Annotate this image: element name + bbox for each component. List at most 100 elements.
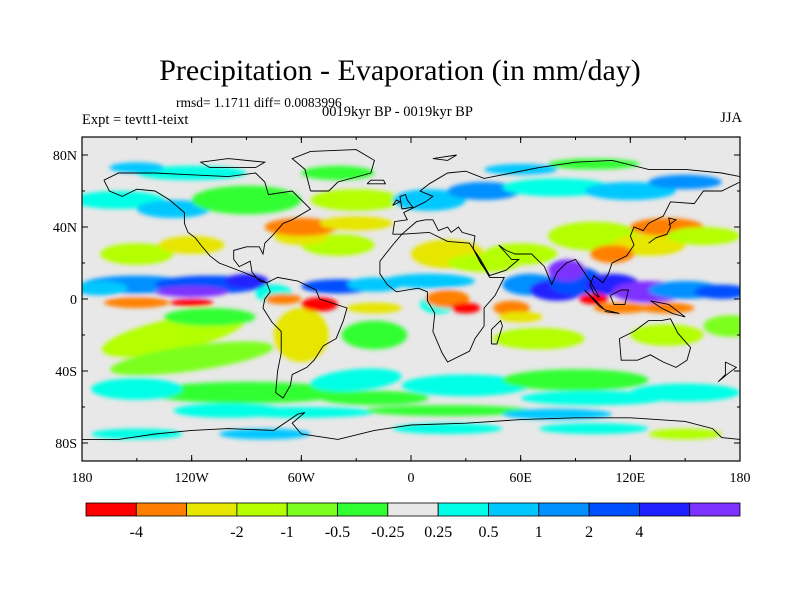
colorbar-box bbox=[437, 502, 489, 517]
field-region bbox=[493, 300, 530, 316]
field-region bbox=[310, 368, 402, 392]
field-region bbox=[155, 286, 229, 298]
colorbar-label: -2 bbox=[230, 524, 243, 541]
field-region bbox=[264, 293, 302, 305]
lon-tick-label: 120W bbox=[175, 471, 210, 486]
field-region bbox=[447, 182, 521, 200]
field-region bbox=[109, 162, 165, 174]
colorbar-box bbox=[85, 502, 137, 517]
field-region bbox=[365, 405, 530, 416]
coastline bbox=[650, 300, 686, 318]
colorbar-box bbox=[236, 502, 288, 517]
colorbar: -4 -2 -1 -0.5 -0.25 0.25 0.5 1 2 4 bbox=[85, 502, 741, 541]
field-region bbox=[169, 299, 214, 307]
field-region bbox=[273, 308, 329, 362]
field-region bbox=[539, 423, 649, 434]
field-region bbox=[319, 390, 430, 406]
field-region bbox=[146, 381, 347, 404]
colorbar-label: 4 bbox=[635, 524, 643, 541]
coastline bbox=[291, 149, 375, 192]
field-region bbox=[484, 164, 558, 175]
coastline bbox=[399, 194, 414, 210]
field-region bbox=[219, 428, 311, 440]
field-region bbox=[703, 315, 740, 337]
coastline bbox=[717, 361, 738, 383]
coastline bbox=[472, 248, 490, 276]
field-region bbox=[401, 374, 530, 397]
field-region bbox=[158, 236, 225, 254]
field-region bbox=[666, 227, 740, 245]
field-region bbox=[392, 423, 503, 434]
field-region bbox=[493, 327, 585, 350]
coastline bbox=[199, 158, 267, 169]
colorbar-box bbox=[135, 502, 188, 517]
field-region bbox=[451, 302, 481, 314]
lon-tick-label: 120E bbox=[616, 471, 646, 486]
colorbar-box bbox=[387, 502, 439, 517]
lon-tick-label: 60E bbox=[509, 471, 532, 486]
coastline bbox=[366, 179, 387, 185]
lat-tick-label: 80N bbox=[53, 149, 77, 164]
colorbar-box bbox=[689, 502, 741, 517]
field-region bbox=[630, 324, 704, 346]
lat-tick-label: 40N bbox=[53, 221, 77, 236]
field-region bbox=[100, 243, 174, 265]
coastline bbox=[618, 318, 692, 368]
colorbar-box bbox=[286, 502, 338, 517]
field-region bbox=[548, 259, 585, 282]
field-region bbox=[264, 218, 338, 236]
colorbar-box bbox=[186, 502, 238, 517]
coastline bbox=[609, 289, 630, 305]
field-region bbox=[520, 390, 667, 406]
coastline bbox=[392, 199, 402, 206]
field-region bbox=[639, 302, 695, 314]
coastline bbox=[604, 309, 620, 314]
season-label: JJA bbox=[720, 110, 742, 126]
colorbar-label: -0.5 bbox=[325, 524, 350, 541]
coastline bbox=[262, 276, 348, 399]
colorbar-label: -4 bbox=[130, 524, 143, 541]
field-region bbox=[341, 320, 408, 350]
period-label: 0019kyr BP - 0019kyr BP bbox=[322, 104, 473, 120]
precip-minus-evap-field bbox=[82, 137, 740, 461]
field-region bbox=[630, 383, 740, 402]
colorbar-box bbox=[538, 502, 590, 517]
coastline bbox=[82, 411, 741, 440]
field-region bbox=[383, 273, 475, 289]
field-region bbox=[648, 174, 722, 190]
field-region bbox=[590, 245, 634, 263]
field-region bbox=[310, 189, 402, 211]
axis-ticks: 80N 40N 0 40S 80S 180 120W 60W 0 60E 120E 180 bbox=[53, 137, 751, 486]
field-region bbox=[224, 273, 269, 289]
lon-tick-label: 60W bbox=[288, 471, 316, 486]
colorbar-box bbox=[639, 502, 691, 517]
field-region bbox=[91, 378, 183, 400]
colorbar-label: -1 bbox=[281, 524, 294, 541]
colorbar-box bbox=[488, 502, 540, 517]
field-region bbox=[694, 284, 740, 299]
experiment-label: Expt = tevtt1-teixt bbox=[82, 112, 189, 128]
statistics-text: rmsd= 1.1711 diff= 0.0083996 bbox=[176, 95, 342, 110]
field-region bbox=[228, 407, 375, 418]
colorbar-box bbox=[337, 502, 389, 517]
lon-tick-label: 0 bbox=[408, 471, 415, 486]
map-title: Precipitation - Evaporation (in mm/day) bbox=[159, 54, 641, 87]
lon-tick-label: 180 bbox=[72, 471, 93, 486]
field-region bbox=[191, 185, 302, 215]
field-region bbox=[91, 428, 183, 440]
field-region bbox=[110, 341, 274, 376]
field-region bbox=[347, 302, 402, 314]
field-region bbox=[502, 408, 612, 420]
colorbar-label: 0.5 bbox=[479, 524, 499, 541]
coastline bbox=[379, 231, 505, 363]
coastlines bbox=[82, 149, 741, 440]
field-region bbox=[164, 308, 256, 326]
colorbar-label: 0.25 bbox=[424, 524, 452, 541]
coastline bbox=[648, 217, 678, 244]
coastline bbox=[103, 172, 312, 284]
lon-tick-label: 180 bbox=[730, 471, 751, 486]
field-region bbox=[498, 311, 543, 323]
field-region bbox=[319, 216, 393, 231]
field-region bbox=[301, 297, 338, 312]
